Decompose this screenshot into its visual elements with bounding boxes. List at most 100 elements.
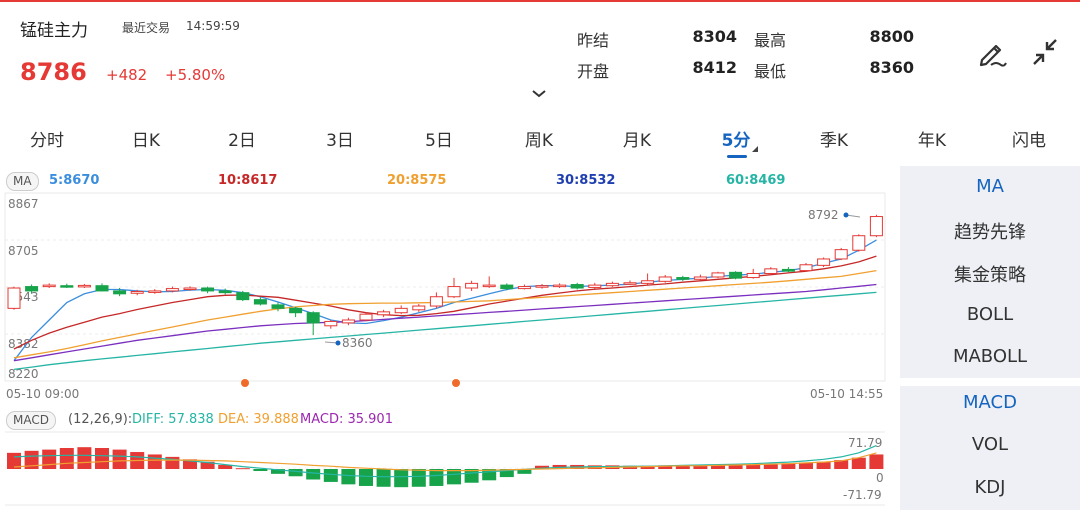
indicator-macd[interactable]: MACD <box>963 392 1017 413</box>
macd-bar <box>42 449 57 469</box>
macd-bar <box>77 447 92 469</box>
candle <box>623 282 637 285</box>
tab-daily-k[interactable]: 日K <box>131 131 161 151</box>
period-tabs: 分时 日K 2日 3日 5日 周K 月K 5分 季K 年K 闪电 <box>0 118 1080 158</box>
event-marker[interactable] <box>452 379 460 387</box>
tab-2-day[interactable]: 2日 <box>228 131 256 151</box>
price-axis-label: 8220 <box>8 367 39 381</box>
candle <box>324 320 338 327</box>
candle <box>711 272 725 278</box>
open-value: 8412 <box>692 58 737 77</box>
indicator-maboll[interactable]: MABOLL <box>952 346 1028 367</box>
max-mark-dot <box>843 212 849 218</box>
macd-bar <box>24 450 39 469</box>
ma-lines <box>13 239 877 371</box>
ma10-legend: 10:8617 <box>218 173 278 188</box>
macd-tag[interactable]: MACD <box>6 411 56 430</box>
draw-pen-icon[interactable] <box>974 34 1010 70</box>
macd-bar <box>499 469 514 478</box>
indicator-boll[interactable]: BOLL <box>966 304 1014 325</box>
indicator-kdj[interactable]: KDJ <box>974 477 1006 498</box>
macd-bar <box>429 469 444 486</box>
low-label: 最低 <box>754 62 787 81</box>
macd-params: (12,26,9): <box>68 412 133 427</box>
candle <box>341 319 355 324</box>
candle <box>130 291 144 294</box>
candle <box>359 313 373 321</box>
indicator-trend-pioneer[interactable]: 趋势先锋 <box>954 222 1026 243</box>
indicator-ma[interactable]: MA <box>976 176 1004 197</box>
macd-dea-line <box>13 452 877 472</box>
candle <box>289 307 303 314</box>
candle <box>482 284 496 288</box>
tab-yearly-k[interactable]: 年K <box>917 131 947 151</box>
macd-bar <box>218 464 233 469</box>
macd-axis-bottom: -71.79 <box>843 488 882 502</box>
period-dropdown-icon[interactable] <box>752 146 758 152</box>
macd-bar <box>728 464 743 469</box>
time-axis-start: 05-10 09:00 <box>6 387 80 401</box>
tab-flash[interactable]: 闪电 <box>1012 131 1046 151</box>
candle <box>25 286 39 292</box>
indicator-vol[interactable]: VOL <box>971 434 1009 455</box>
candle <box>799 264 813 272</box>
candle <box>165 288 179 292</box>
macd-bar <box>323 469 338 482</box>
candle <box>693 276 707 280</box>
macd-bar <box>235 468 250 470</box>
ma-tag[interactable]: MA <box>6 172 39 191</box>
macd-bar <box>781 463 796 469</box>
macd-bar <box>640 465 655 469</box>
macd-bar <box>341 469 356 485</box>
tab-intraday[interactable]: 分时 <box>30 131 64 151</box>
price-change: +482 <box>106 66 148 84</box>
macd-diff-legend: DIFF: 57.838 <box>132 412 214 427</box>
candle <box>201 287 215 292</box>
ma60-line <box>13 291 877 371</box>
candle <box>535 285 549 288</box>
indicator-sidebar <box>900 166 1080 510</box>
macd-bar <box>799 462 813 469</box>
macd-bar <box>112 449 127 469</box>
event-marker[interactable] <box>241 379 249 387</box>
expand-chevron-icon[interactable] <box>530 88 548 100</box>
candle <box>641 280 655 284</box>
tab-weekly-k[interactable]: 周K <box>524 131 554 151</box>
candle <box>394 307 408 314</box>
macd-bar <box>675 465 690 469</box>
macd-bar <box>834 460 849 469</box>
candle <box>676 277 690 280</box>
current-price: 8786 <box>20 58 87 86</box>
candle <box>429 296 443 307</box>
candle <box>95 285 109 292</box>
macd-bar <box>288 469 303 477</box>
candle <box>869 216 883 237</box>
candle <box>113 290 127 295</box>
candle <box>729 271 743 279</box>
candle <box>42 284 56 288</box>
tab-3-day[interactable]: 3日 <box>326 131 354 151</box>
prev-settle-value: 8304 <box>692 27 737 46</box>
open-label: 开盘 <box>577 62 610 81</box>
macd-bar <box>693 464 708 469</box>
macd-bar <box>851 457 866 469</box>
tab-monthly-k[interactable]: 月K <box>622 131 652 151</box>
candle <box>60 285 74 288</box>
macd-bar <box>376 469 391 487</box>
tab-5-min[interactable]: 5分 <box>721 131 751 151</box>
low-value: 8360 <box>869 58 914 77</box>
candle <box>271 304 285 309</box>
indicator-capital-strategy[interactable]: 集金策略 <box>954 265 1026 286</box>
min-price-mark: 8360 <box>342 336 373 350</box>
macd-bar <box>869 454 884 469</box>
ma20-legend: 20:8575 <box>387 173 447 188</box>
macd-bar <box>746 464 761 469</box>
collapse-icon[interactable] <box>1028 34 1064 70</box>
tab-5-day[interactable]: 5日 <box>425 131 453 151</box>
tab-quarterly-k[interactable]: 季K <box>819 131 849 151</box>
candle <box>465 282 479 289</box>
macd-bar <box>711 464 725 469</box>
high-value: 8800 <box>869 27 914 46</box>
candle <box>781 268 795 272</box>
kline-chart[interactable] <box>0 0 900 510</box>
